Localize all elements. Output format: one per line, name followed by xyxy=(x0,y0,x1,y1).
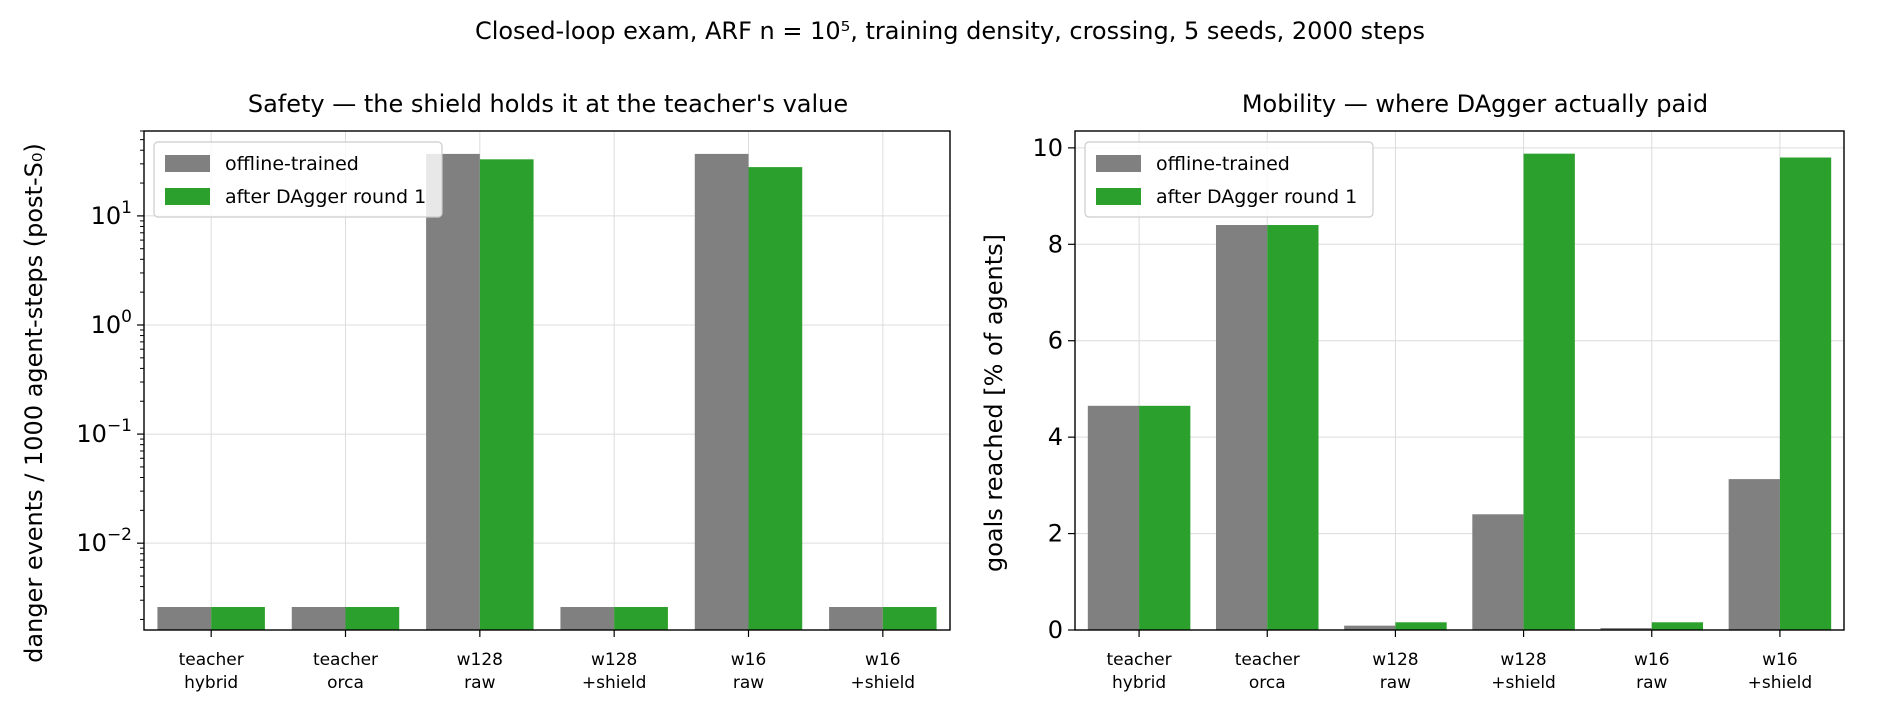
safety-y-tick-label: 100 xyxy=(91,307,132,339)
safety-x-tick-label: w16 xyxy=(865,650,901,670)
safety-bar-offline xyxy=(829,606,883,630)
mobility-x-tick-label: w16 xyxy=(1762,650,1798,670)
mobility-y-ticks: 0 2 4 6 8 10 xyxy=(1032,134,1075,644)
mobility-bar-offline xyxy=(1728,479,1780,630)
mobility-bar-dagger xyxy=(1779,157,1832,630)
mobility-legend-label-dagger: after DAgger round 1 xyxy=(1156,186,1357,208)
safety-x-tick-label: raw xyxy=(464,673,495,693)
safety-bar-offline xyxy=(291,606,346,630)
safety-x-tick-label: teacher xyxy=(313,650,378,670)
mobility-legend-swatch-dagger xyxy=(1096,188,1141,205)
safety-legend-swatch-dagger xyxy=(165,188,210,205)
safety-bar-offline xyxy=(694,153,749,630)
mobility-legend-label-offline: offline-trained xyxy=(1156,153,1290,175)
mobility-y-axis-label: goals reached [% of agents] xyxy=(980,234,1008,572)
mobility-x-ticks: teacher hybrid teacher orca w128 raw w128 +shie… xyxy=(1107,630,1813,693)
mobility-bar-offline xyxy=(1600,628,1652,630)
safety-x-tick-label: teacher xyxy=(179,650,244,670)
mobility-legend-box xyxy=(1084,141,1374,218)
mobility-x-tick-label: +shield xyxy=(1491,673,1556,693)
mobility-legend-swatch-offline xyxy=(1096,155,1141,172)
mobility-y-tick-label: 0 xyxy=(1048,616,1063,644)
mobility-panel-title: Mobility — where DAgger actually paid xyxy=(1242,90,1708,118)
mobility-panel: Mobility — where DAgger actually paid go… xyxy=(980,90,1845,693)
safety-y-tick-label: 10−2 xyxy=(76,525,132,557)
safety-bar-dagger xyxy=(211,606,265,630)
safety-bar-dagger xyxy=(479,159,534,631)
safety-bar-dagger xyxy=(345,606,400,630)
mobility-bar-dagger xyxy=(1267,225,1319,630)
safety-legend-label-offline: offline-trained xyxy=(225,153,359,175)
safety-bar-offline xyxy=(426,153,480,630)
safety-bar-offline xyxy=(157,606,212,630)
mobility-x-tick-label: w128 xyxy=(1372,650,1418,670)
safety-y-axis-label: danger events / 1000 agent-steps (post-S… xyxy=(20,143,48,663)
figure-suptitle: Closed-loop exam, ARF n = 10⁵, training … xyxy=(475,17,1425,45)
safety-axes-frame xyxy=(143,130,951,631)
mobility-bar-offline xyxy=(1215,225,1268,630)
mobility-y-tick-label: 4 xyxy=(1048,423,1063,451)
mobility-x-tick-label: teacher xyxy=(1235,650,1300,670)
safety-legend: offline-trained after DAgger round 1 xyxy=(153,141,443,218)
safety-y-ticks: 10−2 10−1 100 101 xyxy=(76,130,144,620)
mobility-x-tick-label: raw xyxy=(1380,673,1411,693)
mobility-y-tick-label: 2 xyxy=(1048,520,1063,548)
mobility-y-tick-label: 10 xyxy=(1032,134,1063,162)
safety-x-tick-label: w16 xyxy=(731,650,767,670)
mobility-axes-frame xyxy=(1074,130,1845,631)
safety-panel-title: Safety — the shield holds it at the teac… xyxy=(248,90,848,118)
safety-x-tick-label: hybrid xyxy=(184,673,238,693)
mobility-x-tick-label: +shield xyxy=(1748,673,1813,693)
mobility-bar-dagger xyxy=(1651,622,1704,630)
safety-x-tick-label: w128 xyxy=(591,650,637,670)
safety-legend-swatch-offline xyxy=(165,155,210,172)
mobility-bar-offline xyxy=(1344,625,1396,630)
safety-bar-dagger xyxy=(748,167,803,630)
mobility-x-tick-label: hybrid xyxy=(1112,673,1166,693)
mobility-x-tick-label: teacher xyxy=(1107,650,1172,670)
safety-bars xyxy=(157,153,937,631)
safety-x-tick-label: raw xyxy=(733,673,764,693)
safety-bar-dagger xyxy=(614,606,668,630)
mobility-x-tick-label: w128 xyxy=(1500,650,1546,670)
mobility-y-tick-label: 8 xyxy=(1048,230,1063,258)
mobility-bars xyxy=(1087,153,1832,630)
safety-x-tick-label: orca xyxy=(327,673,364,693)
safety-x-ticks: teacher hybrid teacher orca w128 raw w128 +shie… xyxy=(179,630,916,693)
mobility-bar-dagger xyxy=(1395,622,1447,630)
safety-legend-box xyxy=(153,141,443,218)
safety-panel: Safety — the shield holds it at the teac… xyxy=(20,90,951,693)
mobility-legend: offline-trained after DAgger round 1 xyxy=(1084,141,1374,218)
safety-bar-dagger xyxy=(882,606,937,630)
safety-y-tick-label: 101 xyxy=(91,198,132,230)
safety-legend-label-dagger: after DAgger round 1 xyxy=(225,186,426,208)
safety-x-tick-label: +shield xyxy=(582,673,647,693)
mobility-x-tick-label: raw xyxy=(1636,673,1667,693)
safety-x-tick-label: w128 xyxy=(457,650,503,670)
mobility-bar-dagger xyxy=(1523,153,1575,630)
mobility-x-tick-label: orca xyxy=(1249,673,1286,693)
mobility-bar-dagger xyxy=(1139,405,1191,630)
mobility-y-tick-label: 6 xyxy=(1048,327,1063,355)
mobility-x-tick-label: w16 xyxy=(1634,650,1670,670)
safety-y-tick-label: 10−1 xyxy=(76,416,132,448)
mobility-bar-offline xyxy=(1087,405,1140,630)
safety-bar-offline xyxy=(560,606,615,630)
safety-x-tick-label: +shield xyxy=(851,673,916,693)
mobility-bar-offline xyxy=(1472,514,1524,630)
